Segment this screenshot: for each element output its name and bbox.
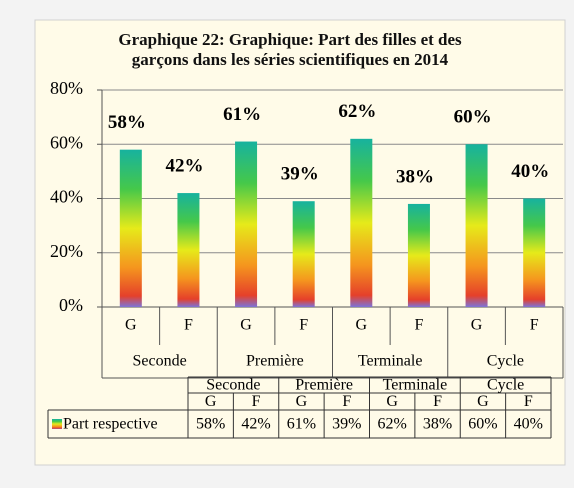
table-group: Cycle <box>487 377 524 394</box>
table-value: 40% <box>514 416 543 433</box>
data-label: 61% <box>223 104 261 125</box>
table-value: 39% <box>332 416 361 433</box>
bar <box>177 193 200 307</box>
bar <box>119 149 142 307</box>
group-label: Seconde <box>133 353 187 370</box>
table-group: Première <box>295 377 353 394</box>
table-category: F <box>524 393 533 410</box>
y-tick-label: 80% <box>50 78 83 98</box>
data-label: 60% <box>454 107 492 128</box>
table-category: G <box>205 393 217 410</box>
bar <box>350 138 373 307</box>
bar <box>235 141 258 307</box>
group-label: Première <box>246 353 304 370</box>
x-tick-label: F <box>530 317 539 334</box>
table-category: G <box>386 393 398 410</box>
table-value: 60% <box>468 416 497 433</box>
table-category: F <box>342 393 351 410</box>
bar <box>292 201 315 307</box>
group-label: Cycle <box>487 353 524 370</box>
table-category: F <box>433 393 442 410</box>
data-label: 38% <box>396 166 434 187</box>
bar <box>523 198 546 307</box>
legend-label: Part respective <box>63 416 158 433</box>
data-label: 42% <box>165 155 203 176</box>
y-tick-label: 20% <box>50 241 83 261</box>
data-label: 40% <box>511 161 549 182</box>
bar <box>465 144 488 307</box>
group-label: Terminale <box>358 353 423 370</box>
y-tick-label: 60% <box>50 132 83 152</box>
data-label: 39% <box>281 164 319 185</box>
table-value: 38% <box>423 416 452 433</box>
table-category: G <box>296 393 308 410</box>
table-value: 42% <box>241 416 270 433</box>
table-category: F <box>252 393 261 410</box>
data-label: 58% <box>108 112 146 133</box>
table-value: 62% <box>378 416 407 433</box>
y-tick-label: 40% <box>50 187 83 207</box>
x-tick-label: G <box>471 317 483 334</box>
table-category: G <box>477 393 489 410</box>
table-value: 58% <box>196 416 225 433</box>
x-tick-label: G <box>356 317 368 334</box>
table-value: 61% <box>287 416 316 433</box>
data-label: 62% <box>338 101 376 122</box>
x-tick-label: G <box>240 317 252 334</box>
x-tick-label: F <box>414 317 423 334</box>
x-tick-label: F <box>184 317 193 334</box>
legend-swatch <box>52 419 62 429</box>
table-group: Terminale <box>383 377 448 394</box>
bar <box>407 203 430 307</box>
chart-title: Graphique 22: Graphique: Part des filles… <box>118 30 462 69</box>
x-tick-label: G <box>125 317 137 334</box>
x-tick-label: F <box>299 317 308 334</box>
y-tick-label: 0% <box>59 295 83 315</box>
table-group: Seconde <box>206 377 260 394</box>
